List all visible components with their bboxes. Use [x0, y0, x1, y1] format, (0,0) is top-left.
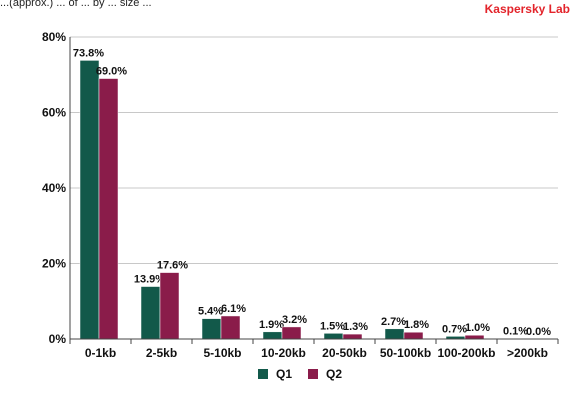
legend-swatch [308, 369, 318, 379]
bar-q2 [403, 331, 424, 340]
data-label: 17.6% [157, 260, 188, 272]
data-label: 0.1% [503, 326, 528, 338]
bar-q1 [262, 331, 283, 340]
x-tick-label: 2-5kb [146, 346, 177, 360]
data-label: 13.9% [134, 274, 165, 286]
data-label: 1.9% [259, 319, 284, 331]
x-tick-label: 10-20kb [261, 346, 306, 360]
x-axis: 0-1kb 2-5kb 5-10kb 10-20kb 20-50kb 50-100kb 10… [69, 338, 559, 360]
bar-q1 [201, 318, 222, 340]
chart-caption: ...(approx.) ... of ... by ... size ... [0, 0, 152, 9]
data-label: 2.7% [381, 316, 406, 328]
brand-label: Kaspersky Lab [484, 2, 570, 16]
bar-q2 [342, 333, 363, 340]
bar-q1 [79, 60, 100, 340]
y-tick-label: 40% [42, 181, 66, 195]
bar-q2 [159, 272, 180, 340]
data-label: 6.1% [221, 303, 246, 315]
bar-q2 [464, 334, 485, 340]
bar-q2 [281, 326, 302, 340]
data-label: 1.0% [465, 322, 490, 334]
bar-q2 [98, 78, 119, 340]
data-label: 3.2% [282, 314, 307, 326]
legend: Q1 Q2 [258, 367, 342, 381]
y-axis: 0% 20% 40% 60% 80% [42, 30, 71, 346]
y-tick-label: 20% [42, 257, 66, 271]
data-label: 0.0% [526, 326, 551, 338]
bars: 73.8% 69.0% 13.9% 17.6% 5.4%6.1% 1.9%3.2% 1.5%… [73, 47, 551, 340]
x-tick-label: >200kb [507, 346, 548, 360]
x-tick-label: 5-10kb [203, 346, 241, 360]
bar-q1 [384, 328, 405, 340]
x-tick-label: 20-50kb [322, 346, 367, 360]
y-tick-label: 60% [42, 106, 66, 120]
data-label: 73.8% [73, 47, 104, 59]
y-tick-label: 0% [49, 332, 67, 346]
data-label: 0.7% [442, 323, 467, 335]
x-tick-label: 0-1kb [85, 346, 116, 360]
data-label: 69.0% [96, 66, 127, 78]
legend-swatch [258, 369, 268, 379]
x-tick-label: 50-100kb [380, 346, 431, 360]
x-tick-label: 100-200kb [437, 346, 495, 360]
data-label: 1.8% [404, 319, 429, 331]
data-label: 5.4% [198, 306, 223, 318]
grid-lines [70, 36, 558, 264]
bar-q1 [140, 286, 161, 340]
legend-label: Q1 [276, 367, 292, 381]
data-label: 1.3% [343, 321, 368, 333]
y-tick-label: 80% [42, 30, 66, 44]
data-label: 1.5% [320, 320, 345, 332]
bar-q2 [220, 315, 241, 340]
bar-q1 [323, 333, 344, 340]
legend-label: Q2 [326, 367, 342, 381]
